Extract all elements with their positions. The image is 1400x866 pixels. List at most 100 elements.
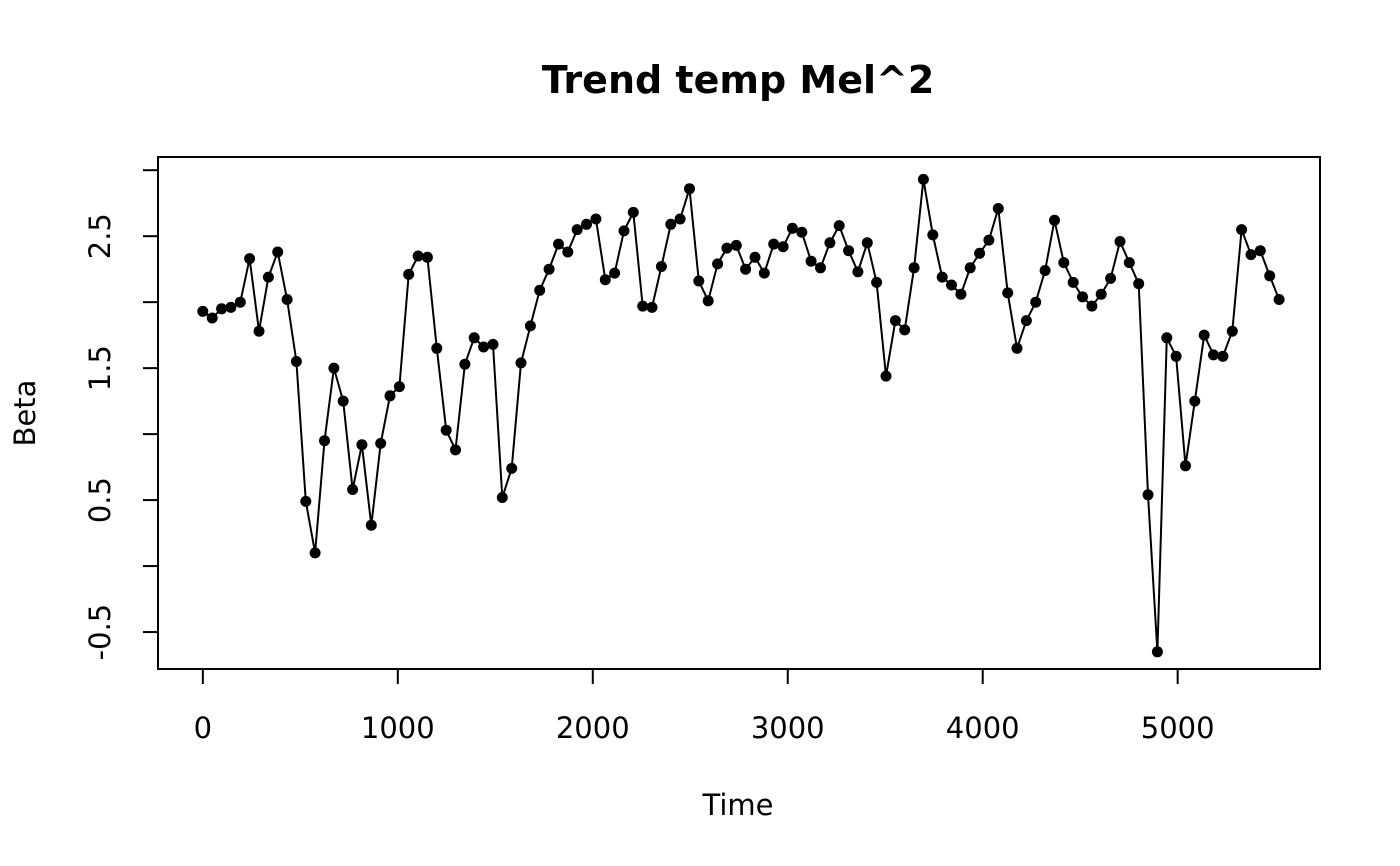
data-point (1161, 332, 1173, 344)
data-point (758, 267, 770, 279)
data-point (534, 284, 546, 296)
data-point (674, 213, 686, 225)
data-point (1011, 342, 1023, 354)
data-point (1198, 329, 1210, 341)
data-point (515, 357, 527, 369)
data-point (805, 255, 817, 267)
data-point (1049, 214, 1060, 226)
data-point (216, 303, 228, 315)
data-point (440, 424, 452, 436)
data-point (796, 226, 808, 238)
data-point (974, 247, 986, 259)
x-tick-label: 5000 (1141, 711, 1215, 745)
data-point (309, 547, 321, 559)
data-point (852, 266, 864, 278)
data-point (1189, 395, 1201, 407)
data-point (459, 358, 471, 370)
data-point (225, 301, 237, 313)
data-point (290, 356, 302, 367)
data-point (1030, 296, 1042, 308)
data-point (272, 246, 284, 258)
data-point (917, 173, 929, 185)
data-point (665, 218, 677, 230)
data-point (599, 274, 611, 286)
data-point (412, 250, 424, 262)
data-point (356, 439, 368, 451)
data-point (244, 253, 256, 265)
data-point (1086, 300, 1098, 312)
data-point (880, 370, 892, 382)
data-point (403, 268, 415, 280)
data-point (768, 238, 780, 250)
data-point (627, 206, 639, 218)
data-point (543, 263, 555, 275)
data-point (496, 492, 508, 503)
data-point (206, 312, 218, 324)
series-layer (197, 173, 1285, 658)
y-axis: -0.5 0.5 1.5 2.5 (83, 169, 159, 661)
data-point (1058, 257, 1070, 269)
x-tick-label: 4000 (946, 711, 1020, 745)
data-point (421, 251, 433, 263)
data-point (1067, 276, 1079, 288)
data-point (553, 238, 564, 250)
data-point (319, 435, 330, 447)
data-point (197, 305, 209, 317)
data-point (562, 246, 574, 258)
data-point (1105, 272, 1117, 284)
data-point (693, 275, 705, 287)
data-point (740, 263, 752, 275)
data-point (375, 437, 387, 449)
data-point (899, 324, 911, 336)
chart-title: Trend temp Mel^2 (542, 58, 935, 102)
data-point (777, 241, 789, 253)
data-point (262, 271, 274, 283)
data-point (1226, 325, 1238, 337)
data-point (983, 234, 995, 246)
data-point (702, 295, 714, 307)
data-point (384, 390, 396, 402)
data-point (936, 271, 948, 283)
y-tick-label: 2.5 (83, 213, 117, 259)
data-point (347, 484, 359, 495)
data-point (646, 301, 658, 313)
data-point (234, 296, 246, 308)
data-point (365, 519, 377, 531)
data-point (1264, 270, 1276, 282)
data-point (684, 183, 695, 195)
data-point (450, 444, 461, 456)
data-point (824, 237, 836, 249)
data-point (337, 395, 349, 407)
x-axis-title: Time (702, 788, 774, 822)
data-point (889, 315, 901, 327)
data-point (253, 325, 265, 337)
x-tick-label: 2000 (556, 711, 630, 745)
data-point (730, 239, 742, 251)
data-point (1170, 350, 1182, 362)
data-point (871, 276, 883, 288)
data-point (655, 261, 667, 272)
data-point (506, 462, 518, 474)
data-point (1208, 349, 1219, 361)
data-point (1123, 257, 1135, 269)
data-point (581, 218, 592, 230)
data-point (431, 342, 443, 354)
data-point (1142, 489, 1154, 501)
data-point (1077, 291, 1088, 303)
data-point (590, 213, 602, 225)
data-point (1273, 294, 1285, 305)
series-line (202, 179, 1281, 652)
data-point (468, 332, 480, 344)
x-tick-label: 3000 (751, 711, 825, 745)
data-point (843, 245, 855, 257)
data-point (815, 262, 826, 274)
data-point (861, 237, 873, 249)
data-point (1114, 236, 1126, 247)
data-point (1245, 249, 1257, 261)
data-point (571, 224, 583, 236)
data-point (609, 267, 621, 279)
data-point (1217, 350, 1229, 362)
data-point (927, 229, 939, 241)
y-tick-label: -0.5 (83, 604, 117, 661)
plot-frame (157, 156, 1321, 670)
